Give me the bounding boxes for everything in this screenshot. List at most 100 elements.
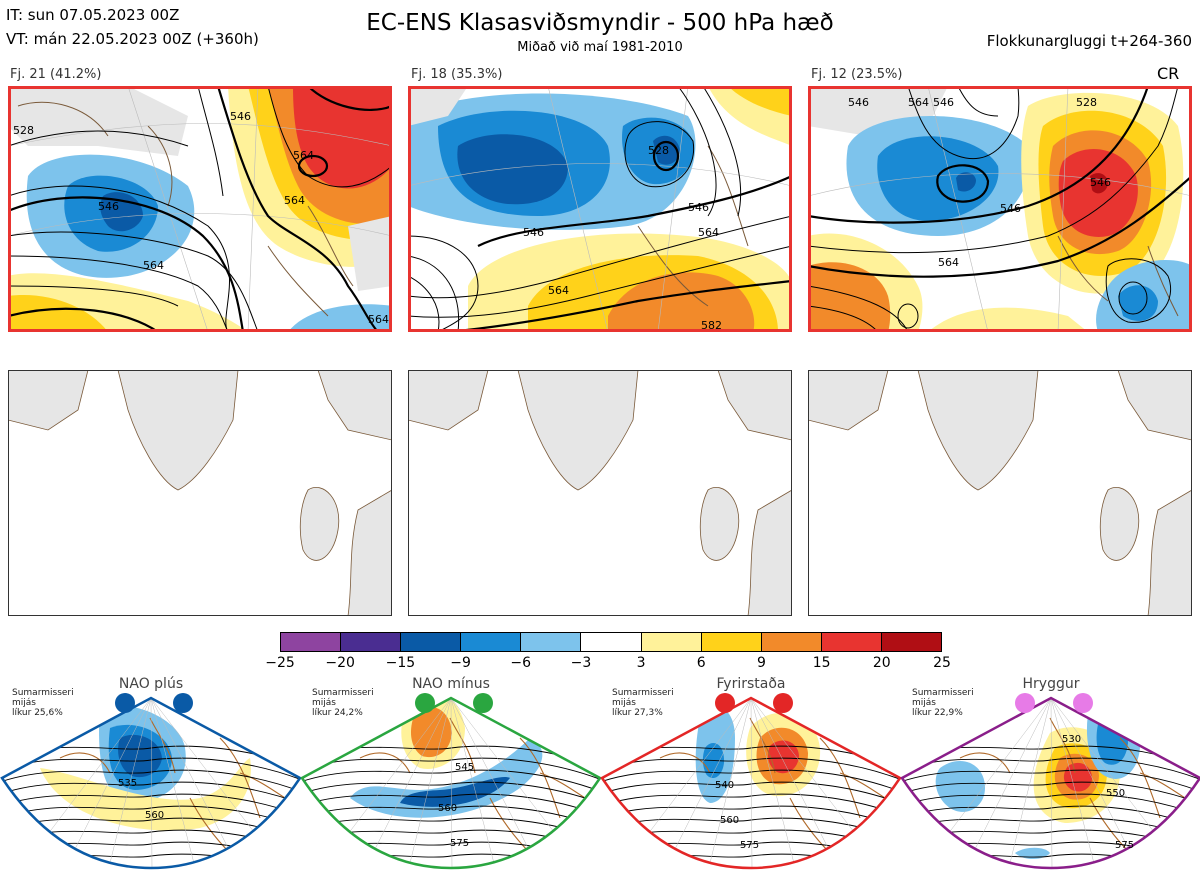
colorbar-swatch [461, 633, 522, 651]
regime-map: 540 560 575 [600, 693, 902, 870]
regime-info-line: mijás [912, 698, 936, 708]
regime-dot [1073, 693, 1093, 713]
contour-label: 546 [1090, 176, 1111, 189]
cluster-map-1: 528 546 564 564 546 564 564 [8, 86, 392, 332]
contour-label: 528 [1076, 96, 1097, 109]
colorbar-tick-label: 15 [812, 655, 831, 671]
colorbar-swatch [821, 633, 882, 651]
colorbar-swatch [581, 633, 642, 651]
empty-map-3 [808, 370, 1192, 616]
regime-dot [415, 693, 435, 713]
empty-map-1 [8, 370, 392, 616]
regime-info: Sumarmisseri mijás líkur 24,2% [312, 688, 374, 718]
colorbar-tick-label: 6 [696, 655, 706, 671]
regime-border [0, 696, 302, 870]
regime-border [300, 696, 602, 870]
colorbar-tick-label: −9 [450, 655, 471, 671]
contour-label: 564 [938, 256, 959, 269]
contour-label: 546 [848, 96, 869, 109]
regime-info-line: mijás [312, 698, 336, 708]
regime-info: Sumarmisseri mijás líkur 25,6% [12, 688, 74, 718]
classification-window: Flokkunargluggi t+264-360 [986, 32, 1192, 50]
regime-info-line: Sumarmisseri [912, 688, 974, 698]
colorbar-tick-label: −6 [510, 655, 532, 671]
regime-contour-label: 560 [438, 803, 457, 814]
colorbar-tick-label: 3 [636, 655, 646, 671]
contour-label: 528 [648, 144, 669, 157]
contour-label: 564 [293, 149, 314, 162]
contour-label: 546 [230, 110, 251, 123]
colorbar-tick-label: 25 [933, 655, 951, 671]
regime-dot [773, 693, 793, 713]
empty-map-2 [408, 370, 792, 616]
regime-contour-label: 560 [145, 810, 164, 821]
regime-info: Sumarmisseri mijás líkur 22,9% [912, 688, 974, 718]
regime-border [600, 696, 902, 870]
regime-title: NAO plús [118, 676, 184, 692]
contour-label: 582 [701, 319, 722, 332]
contour-label: 546 [523, 226, 544, 239]
regime-info-line: Sumarmisseri [12, 688, 74, 698]
cluster-map-3: 546 564 546 546 564 546 528 [808, 86, 1192, 332]
regime-contour-label: 545 [455, 762, 474, 773]
regime-contour-label: 575 [740, 840, 759, 851]
regime-dot [173, 693, 193, 713]
contour-label: 564 [698, 226, 719, 239]
regime-dot [1015, 693, 1035, 713]
colorbar-swatch [881, 633, 942, 651]
colorbar-swatch [401, 633, 462, 651]
regime-contour-label: 550 [1106, 788, 1125, 799]
colorbar-tick-label: −25 [265, 655, 295, 671]
regime-title: NAO mínus [412, 676, 490, 692]
panel-3-label: Fj. 12 (23.5%) [811, 67, 903, 82]
colorbar-tick-label: −20 [325, 655, 355, 671]
regime-contour-label: 530 [1062, 734, 1081, 745]
contour-label: 564 [284, 194, 305, 207]
cluster-map-2: 528 546 546 564 564 582 [408, 86, 792, 332]
contour-label: 564 [548, 284, 569, 297]
regime-info-line: líkur 22,9% [912, 708, 963, 718]
colorbar-tick-label: 20 [872, 655, 891, 671]
page-subtitle: Miðað við maí 1981-2010 [517, 40, 683, 55]
regime-info: Sumarmisseri mijás líkur 27,3% [612, 688, 674, 718]
regime-contour-label: 560 [720, 815, 739, 826]
regime-map: 535 560 [0, 693, 302, 870]
regime-dot [715, 693, 735, 713]
regime-contour-label: 535 [118, 778, 137, 789]
regime-info-line: líkur 27,3% [612, 708, 663, 718]
regime-title: Fyrirstaða [716, 676, 786, 692]
issue-time: IT: sun 07.05.2023 00Z [6, 6, 180, 24]
regime-border [900, 696, 1200, 870]
regime-contour-label: 575 [1115, 840, 1134, 851]
regime-contour-label: 540 [715, 780, 734, 791]
colorbar-tick-label: 9 [756, 655, 766, 671]
panel-3-tag: CR [1157, 64, 1180, 83]
contour-label: 564 [368, 313, 389, 326]
regime-dot [473, 693, 493, 713]
regime-info-line: líkur 25,6% [12, 708, 63, 718]
regime-info-line: mijás [12, 698, 36, 708]
regime-dot [115, 693, 135, 713]
contour-label: 564 [143, 259, 164, 272]
regime-map: 545 560 575 [300, 693, 602, 870]
colorbar-swatch [341, 633, 402, 651]
panel-1-label: Fj. 21 (41.2%) [10, 67, 102, 82]
regime-info-line: Sumarmisseri [612, 688, 674, 698]
contour-label: 546 [688, 201, 709, 214]
regime-info-line: mijás [612, 698, 636, 708]
colorbar-swatch [281, 633, 342, 651]
contour-label: 546 [1000, 202, 1021, 215]
regime-info-line: líkur 24,2% [312, 708, 363, 718]
page-title: EC-ENS Klasasviðsmyndir - 500 hPa hæð [366, 10, 834, 36]
regime-info-line: Sumarmisseri [312, 688, 374, 698]
colorbar [280, 632, 942, 652]
contour-label: 528 [13, 124, 34, 137]
contour-label: 564 [908, 96, 929, 109]
colorbar-tick-label: −3 [570, 655, 592, 671]
contour-label: 546 [98, 200, 119, 213]
colorbar-swatch [701, 633, 762, 651]
colorbar-swatch [521, 633, 582, 651]
regime-title: Hryggur [1022, 676, 1080, 692]
panel-2-label: Fj. 18 (35.3%) [411, 67, 503, 82]
regime-contour-label: 575 [450, 838, 469, 849]
